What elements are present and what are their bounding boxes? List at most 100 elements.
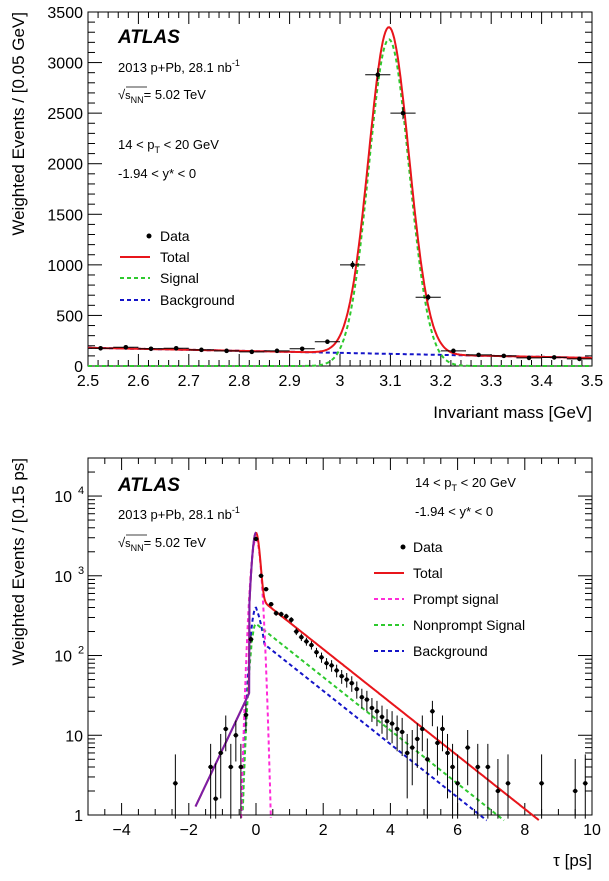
lifetime-data-point	[324, 661, 329, 666]
lifetime-data-point	[394, 726, 400, 732]
mass-lumi-text: 2013 p+Pb, 28.1 nb-1	[118, 58, 240, 75]
lifetime-y-tick-exponent: 2	[78, 645, 84, 657]
legend-signal-label: Signal	[160, 270, 199, 286]
lifetime-left-tail-curve	[194, 531, 257, 808]
mass-x-tick-label: 2.9	[278, 373, 300, 390]
lifetime-y-tick-label: 10	[65, 728, 83, 745]
mass-data-point	[224, 348, 229, 354]
lifetime-data-point	[279, 611, 284, 617]
lifetime-data-point	[223, 726, 228, 732]
legend-background-label: Background	[160, 292, 235, 308]
lifetime-x-tick-label: 8	[520, 822, 529, 839]
lifetime-y-cut: -1.94 < y* < 0	[415, 504, 493, 519]
mass-x-tick-label: 2.8	[228, 373, 250, 390]
lifetime-data-point	[314, 650, 319, 655]
lifetime-data-point	[399, 729, 405, 735]
mass-x-tick-label: 3.1	[379, 373, 401, 390]
mass-data-point	[400, 110, 406, 116]
mass-data-point	[501, 353, 507, 359]
mass-data-point	[173, 346, 179, 351]
lifetime-x-tick-label: 6	[453, 822, 462, 839]
mass-y-tick-label: 2500	[47, 106, 83, 123]
mass-x-tick-label: 3.2	[430, 373, 452, 390]
lifetime-data-point	[495, 788, 501, 794]
lifetime-data-point	[374, 709, 380, 714]
lifetime-data-point	[430, 709, 435, 714]
lifetime-data-point	[334, 668, 339, 673]
lifetime-data-point	[420, 726, 425, 732]
lifetime-data-point	[379, 714, 385, 720]
lifetime-data-point	[248, 637, 254, 642]
lifetime-data-point	[539, 781, 544, 786]
lifetime-data-point	[233, 733, 239, 738]
lifetime-data-point	[319, 655, 324, 660]
mass-y-tick-label: 500	[56, 308, 83, 325]
mass-y-cut: -1.94 < y* < 0	[118, 166, 196, 181]
lifetime-data-point	[208, 764, 213, 770]
mass-data-point	[148, 346, 154, 352]
lifetime-data-point	[455, 781, 460, 786]
lifetime-x-tick-label: 0	[252, 822, 261, 839]
lifetime-data-point	[573, 788, 578, 794]
lifetime-data-point	[263, 586, 269, 592]
legend-data-marker	[146, 233, 152, 239]
lifetime-data-point	[384, 719, 390, 724]
legend-data-label: Data	[160, 228, 190, 244]
lifetime-nonprompt-curve	[241, 622, 505, 822]
legend-background-label: Background	[413, 643, 488, 659]
lifetime-y-axis-label: Weighted Events / [0.15 ps]	[9, 458, 28, 666]
lifetime-background-curve	[241, 606, 488, 822]
lifetime-data-point	[415, 736, 420, 742]
mass-x-tick-label: 3.4	[530, 373, 552, 390]
lifetime-data-point	[465, 745, 470, 750]
lifetime-energy-text: √sNN= 5.02 TeV	[118, 535, 206, 553]
lifetime-data-point	[243, 712, 249, 718]
mass-signal-curve	[88, 38, 592, 367]
lifetime-data-point	[425, 757, 430, 762]
mass-data-point	[249, 349, 255, 355]
lifetime-data-point	[505, 781, 511, 786]
lifetime-data-point	[349, 680, 354, 686]
lifetime-lumi-text: 2013 p+Pb, 28.1 nb-1	[118, 505, 240, 522]
lifetime-y-tick-exponent: 3	[78, 565, 84, 577]
mass-y-tick-label: 1000	[47, 258, 83, 275]
mass-y-tick-label: 3000	[47, 56, 83, 73]
lifetime-y-tick-label: 10	[54, 649, 72, 666]
lifetime-y-tick-label: 10	[54, 569, 72, 586]
lifetime-data-point	[304, 639, 309, 644]
mass-x-tick-label: 2.5	[77, 373, 99, 390]
lifetime-axes: −4 −2 0 2 4 6 8 10 1 10 10 2 10 3 10 4	[54, 458, 601, 839]
lifetime-data-point	[294, 629, 299, 634]
mass-x-axis-label: Invariant mass [GeV]	[433, 403, 592, 422]
legend-total-label: Total	[160, 249, 190, 265]
lifetime-data-point	[450, 764, 455, 770]
lifetime-data-point	[445, 750, 450, 756]
lifetime-x-tick-label: 4	[386, 822, 395, 839]
mass-axes: 2.5 2.6 2.7 2.8 2.9 3 3.1 3.2 3.3 3.4 3.5 0 500 1000 1…	[47, 5, 603, 390]
lifetime-x-tick-label: −2	[180, 822, 198, 839]
lifetime-legend: Data Total Prompt signal Nonprompt Signa…	[374, 539, 525, 659]
lifetime-data-point	[268, 602, 274, 607]
mass-y-tick-label: 1500	[47, 207, 83, 224]
lifetime-y-tick-exponent: 4	[78, 485, 84, 497]
mass-data-points	[88, 68, 592, 362]
mass-y-tick-label: 0	[74, 359, 83, 376]
lifetime-x-tick-label: 2	[319, 822, 328, 839]
lifetime-data-point	[213, 796, 218, 801]
mass-x-tick-label: 3	[336, 373, 345, 390]
mass-data-point	[425, 294, 431, 300]
lifetime-data-point	[369, 705, 375, 711]
mass-chart: 2.5 2.6 2.7 2.8 2.9 3 3.1 3.2 3.3 3.4 3.5 0 500 1000 1…	[9, 5, 603, 422]
legend-nonprompt-label: Nonprompt Signal	[413, 617, 525, 633]
lifetime-data-point	[284, 614, 289, 619]
mass-curves	[88, 26, 592, 367]
mass-data-point	[551, 355, 557, 360]
mass-data-point	[451, 348, 456, 354]
mass-data-point	[325, 339, 330, 345]
mass-total-curve	[88, 26, 592, 359]
lifetime-prompt-curve	[240, 537, 272, 818]
mass-legend: Data Total Signal Background	[120, 228, 235, 308]
mass-y-tick-label: 3500	[47, 5, 83, 22]
lifetime-data-point	[354, 686, 359, 692]
